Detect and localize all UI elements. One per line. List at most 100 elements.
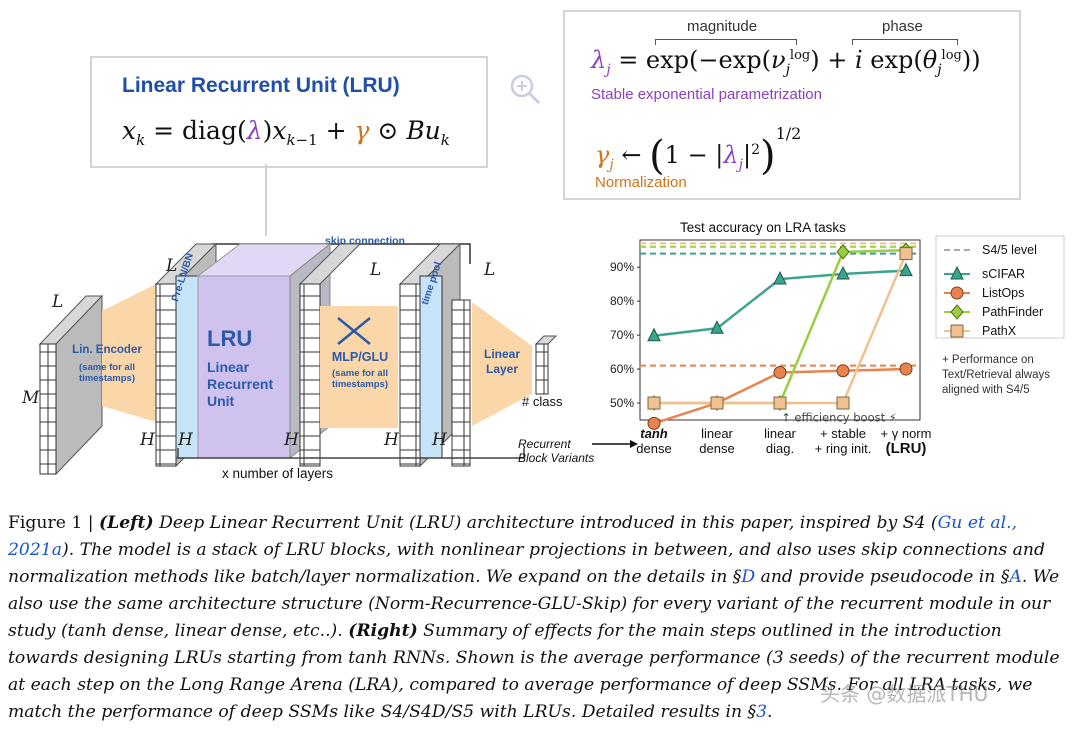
data-point-PathX — [773, 396, 787, 410]
dim-L-2: L — [166, 256, 178, 276]
x-tick-label: dense — [636, 441, 671, 456]
caption-text-1: Deep Linear Recurrent Unit (LRU) archite… — [153, 513, 938, 533]
data-point-PathX — [899, 247, 913, 261]
x-tick-label: (LRU) — [886, 440, 927, 457]
data-point-PathX — [647, 396, 661, 410]
caption-text-4: . We also use the same architecture stru… — [8, 567, 1060, 641]
caption-ref-gu[interactable]: Gu et al., 2021a — [8, 513, 1018, 560]
x-tick-label: + ring init. — [815, 441, 872, 456]
legend-marker-ListOps — [950, 286, 964, 300]
y-tick-label: 60% — [610, 362, 634, 376]
y-tick-label: 80% — [610, 294, 634, 308]
legend-label-PathX: PathX — [982, 324, 1017, 338]
mlp-glu-block — [320, 306, 398, 428]
dim-L-1: L — [52, 292, 64, 312]
lru-recurrence-equation: xk = diag(λ)xk−1 + γ ⊙ Buk — [122, 116, 450, 149]
recurrent-block-label: Recurrent Block Variants — [518, 437, 595, 465]
lru-long-label-1: Linear — [207, 359, 250, 375]
chart-title: Test accuracy on LRA tasks — [680, 220, 846, 235]
x-tick-label: linear — [764, 426, 796, 441]
lru-long-label-2: Recurrent — [207, 376, 274, 392]
data-point-sCIFAR — [899, 262, 913, 277]
data-point-ListOps — [647, 416, 661, 430]
mlp-glu-label: MLP/GLU — [331, 350, 389, 364]
figure-caption: Figure 1 | (Left) Deep Linear Recurrent … — [8, 510, 1074, 726]
layers-brace — [177, 448, 525, 459]
normalization-label: Normalization — [595, 174, 687, 191]
linear-encoder-shape — [102, 284, 156, 422]
x-tick-label: + stable — [820, 426, 866, 441]
watermark: 头条 @数据派THU — [820, 682, 989, 706]
caption-right: (Right) — [348, 621, 418, 641]
data-point-PathFinder — [836, 244, 850, 260]
data-point-sCIFAR — [647, 327, 661, 342]
skip-connection-label: skip connection — [325, 235, 405, 247]
caption-ref-a[interactable]: A — [1009, 567, 1022, 587]
data-point-sCIFAR — [836, 265, 850, 280]
legend-marker-PathFinder — [950, 304, 964, 320]
magnitude-bracket — [655, 39, 797, 45]
caption-text-5: Summary of effects for the main steps ou… — [8, 621, 1060, 722]
y-tick-label: 70% — [610, 328, 634, 342]
legend-marker-sCIFAR — [950, 265, 964, 280]
caption-ref-d[interactable]: D — [741, 567, 756, 587]
x-tick-label: linear — [701, 426, 733, 441]
legend-label-ListOps: ListOps — [982, 286, 1024, 300]
class-label: # class — [522, 394, 563, 409]
phase-bracket — [852, 39, 958, 45]
caption-text-6: . — [767, 702, 773, 722]
data-point-ListOps — [836, 364, 850, 378]
x-tick-label: diag. — [766, 441, 794, 456]
lru-short-label: LRU — [207, 326, 253, 351]
data-point-ListOps — [899, 362, 913, 376]
lru-long-label-3: Unit — [207, 393, 235, 409]
caption-left: (Left) — [99, 513, 154, 533]
parametrization-box: magnitude phase λj = exp(−exp(νjlog) + i… — [563, 10, 1021, 200]
y-tick-label: 50% — [610, 396, 634, 410]
data-point-sCIFAR — [710, 320, 724, 334]
lru-equation-box: Linear Recurrent Unit (LRU) xk = diag(λ)… — [90, 56, 488, 168]
dim-H-5: H — [432, 430, 447, 450]
encoder-label: Lin. Encoder — [72, 344, 142, 356]
side-note: + Performance on Text/Retrieval always a… — [942, 354, 1051, 396]
caption-text-2: ). The model is a stack of LRU blocks, w… — [8, 540, 1045, 587]
caption-ref-3[interactable]: 3 — [756, 702, 768, 722]
dim-H-1: H — [140, 430, 155, 450]
plot-frame — [639, 239, 921, 421]
x-tick-label: + γ norm — [881, 426, 932, 441]
legend-marker-PathX — [950, 324, 964, 338]
dim-H-3: H — [284, 430, 299, 450]
zoom-in-icon[interactable] — [508, 72, 542, 106]
data-point-sCIFAR — [773, 270, 787, 285]
data-point-ListOps — [773, 365, 787, 379]
legend-label-sCIFAR: sCIFAR — [982, 267, 1025, 281]
dim-H-4: H — [384, 430, 399, 450]
lru-title: Linear Recurrent Unit (LRU) — [122, 74, 400, 97]
architecture-diagram: skip connection — [38, 235, 558, 476]
x-tick-label: dense — [699, 441, 734, 456]
phase-label: phase — [882, 18, 923, 35]
caption-fig: Figure 1 | — [8, 513, 99, 533]
lra-accuracy-chart: 50%60%70%80%90%tanhdenselineardenselinea… — [592, 235, 1065, 457]
dim-L-4: L — [484, 260, 496, 280]
lru-block — [197, 275, 291, 459]
x-tick-label: tanh — [640, 426, 668, 441]
data-point-PathX — [836, 396, 850, 410]
linear-layer-label: Linear Layer — [483, 347, 520, 376]
dim-H-2: H — [178, 430, 193, 450]
connector-line — [265, 164, 267, 236]
data-point-PathX — [710, 396, 724, 410]
dim-M: M — [22, 388, 40, 408]
efficiency-boost-annotation: ↑ efficiency boost ⚡ — [781, 410, 897, 424]
mlp-glu-sublabel: (same for all timestamps) — [332, 368, 388, 390]
lambda-equation: λj = exp(−exp(νjlog) + i exp(θjlog)) — [591, 46, 981, 78]
dim-L-3: L — [370, 260, 382, 280]
legend-label-PathFinder: PathFinder — [982, 305, 1043, 319]
linear-layer-shape — [472, 302, 532, 426]
caption-text-3: and provide pseudocode in § — [755, 567, 1010, 587]
magnitude-label: magnitude — [687, 18, 758, 35]
stable-parametrization-label: Stable exponential parametrization — [591, 86, 822, 103]
legend-s45-label: S4/5 level — [982, 243, 1037, 257]
layers-label: x number of layers — [222, 466, 334, 481]
recurrent-arrowhead — [630, 440, 638, 448]
